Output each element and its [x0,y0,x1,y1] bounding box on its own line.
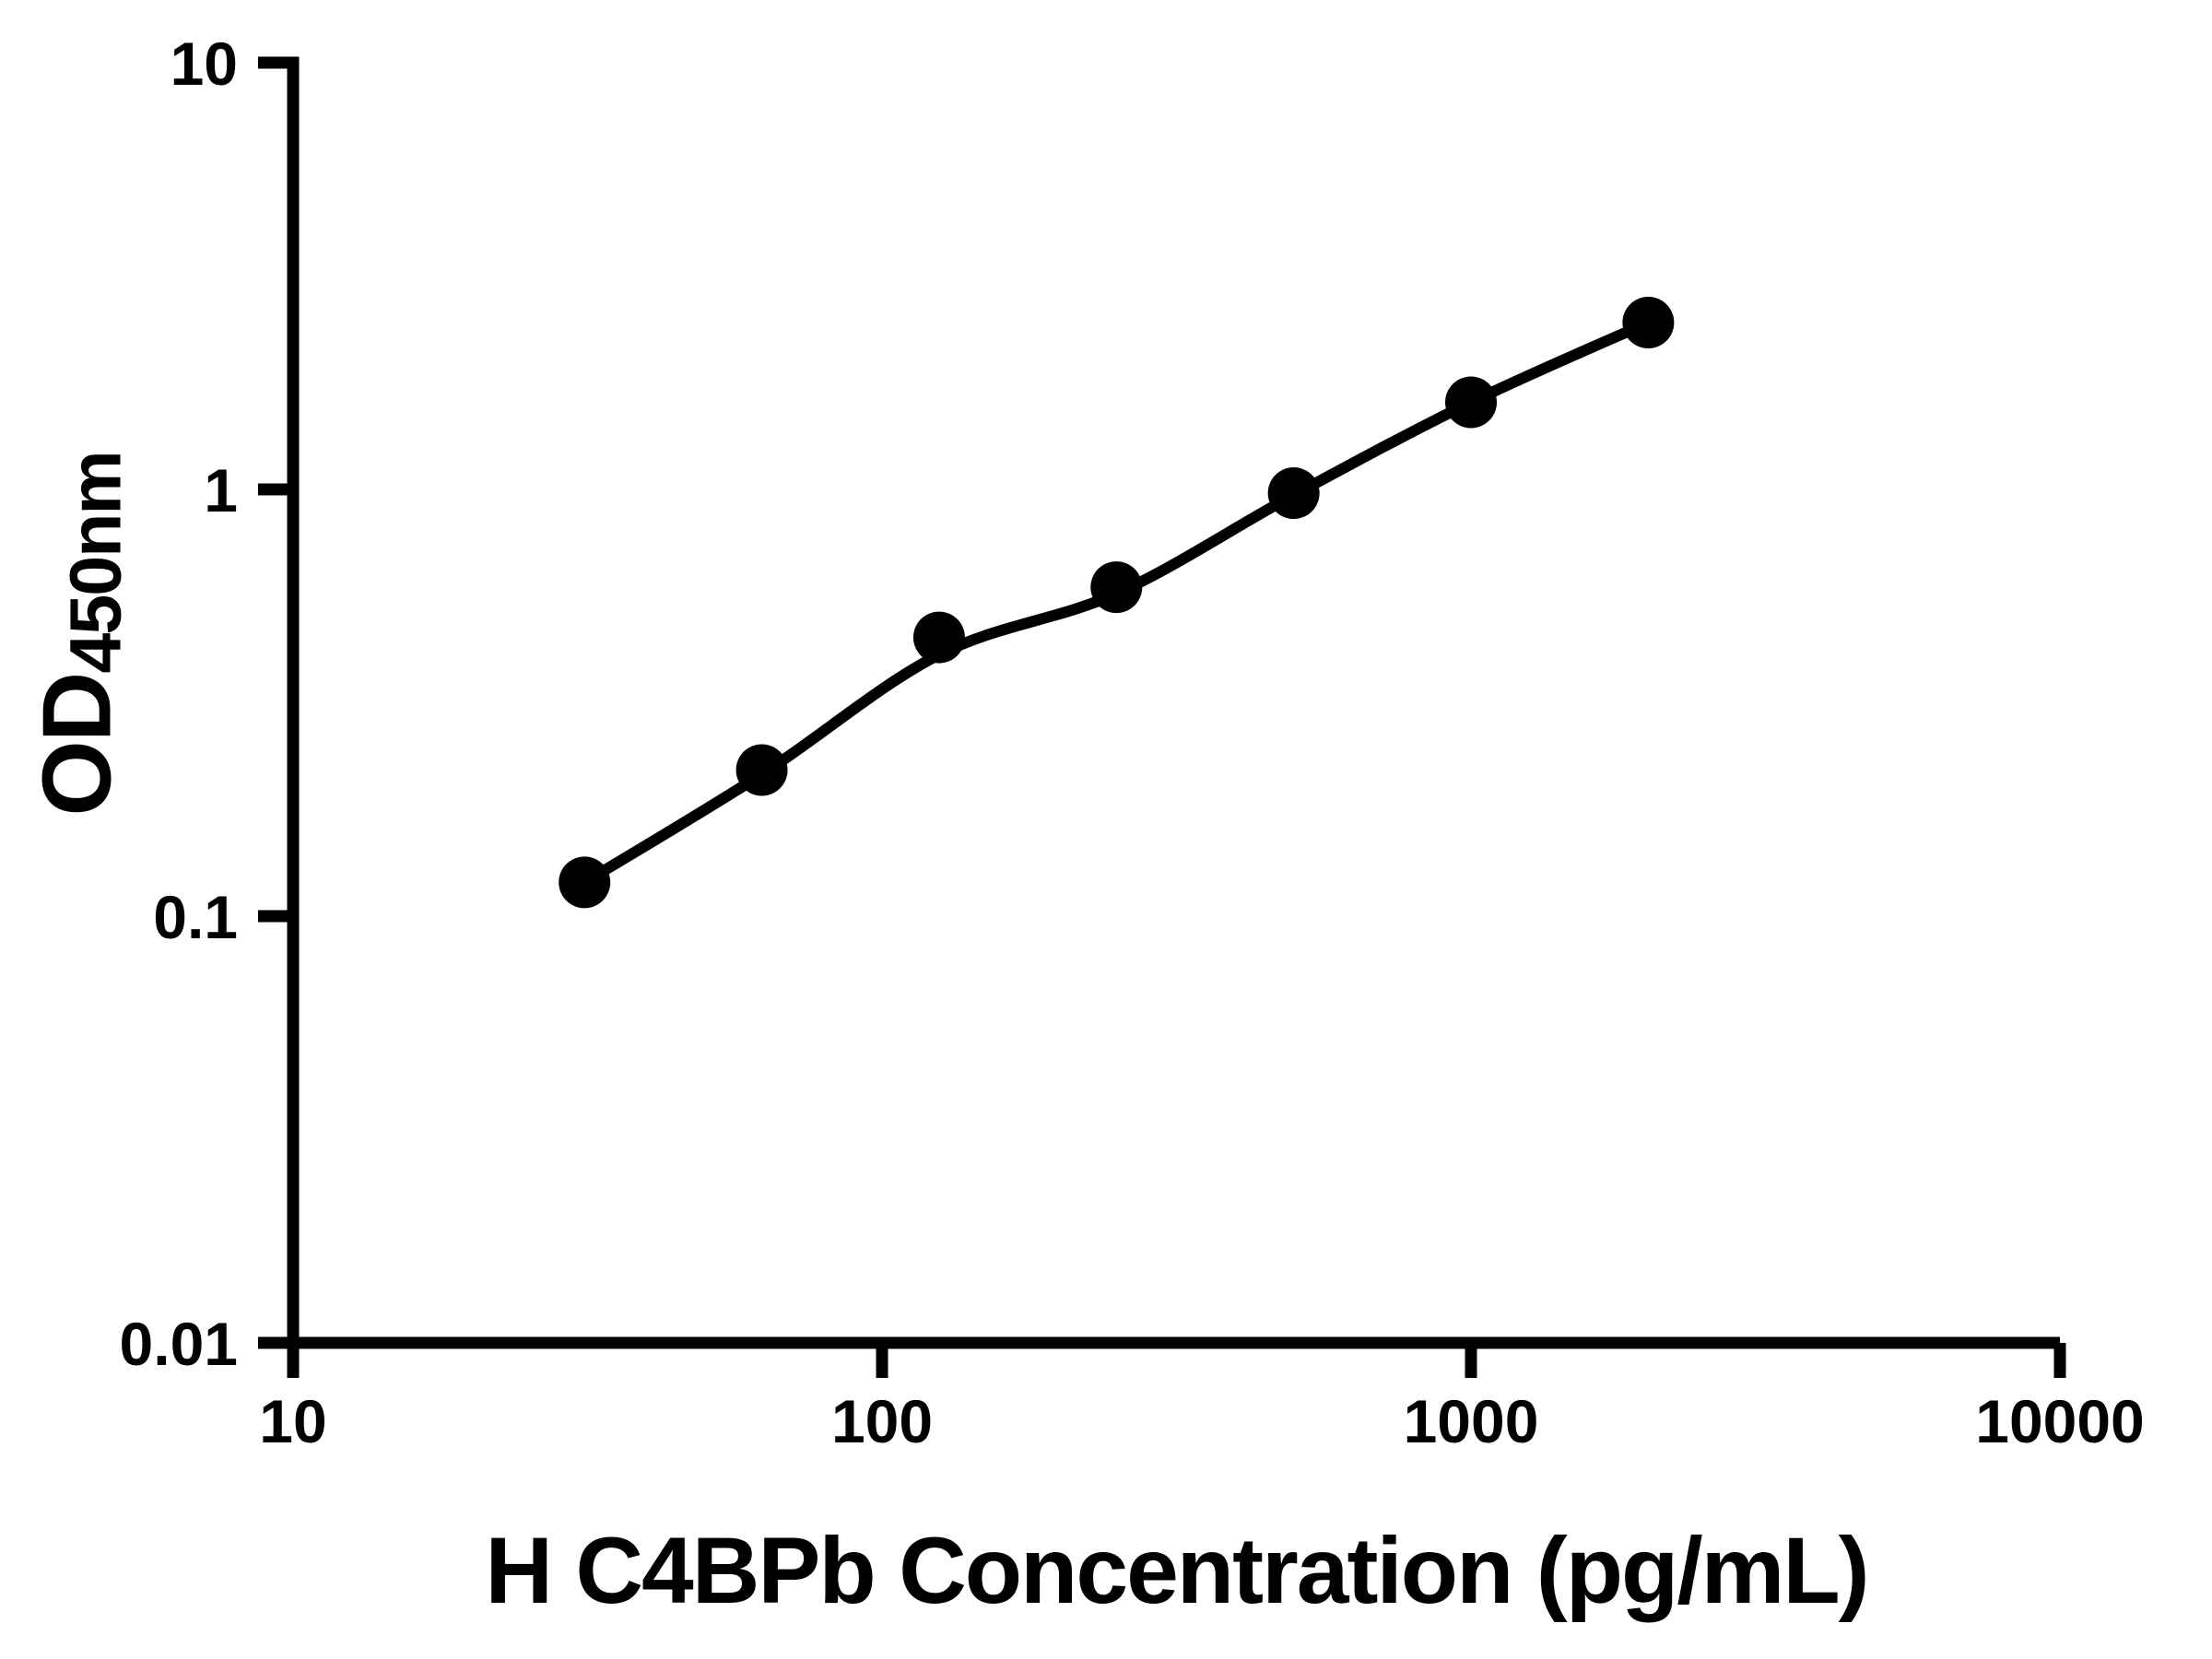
y-tick-label: 1 [204,456,238,524]
axis-lines [287,56,2060,1349]
y-axis-title-sub: 450nm [53,452,136,674]
x-tick-label: 1000 [1404,1387,1539,1455]
y-tick-label: 0.1 [153,883,238,951]
x-tick-label: 100 [831,1387,933,1455]
x-axis-title: H C4BPb Concentration (pg/mL) [485,1518,1869,1623]
y-axis-title-main: OD [22,673,132,817]
data-point [735,744,788,796]
y-tick-label: 0.01 [120,1310,238,1378]
x-tick-label: 10 [259,1387,326,1455]
x-tick-label: 10000 [1975,1387,2145,1455]
data-point [912,611,965,664]
data-point [1445,376,1497,429]
y-tick-label: 10 [171,29,238,98]
data-point [1267,467,1320,520]
y-axis-title: OD450nm [22,452,136,817]
data-point [1090,561,1143,614]
data-point [559,856,611,909]
data-point [1622,296,1675,348]
